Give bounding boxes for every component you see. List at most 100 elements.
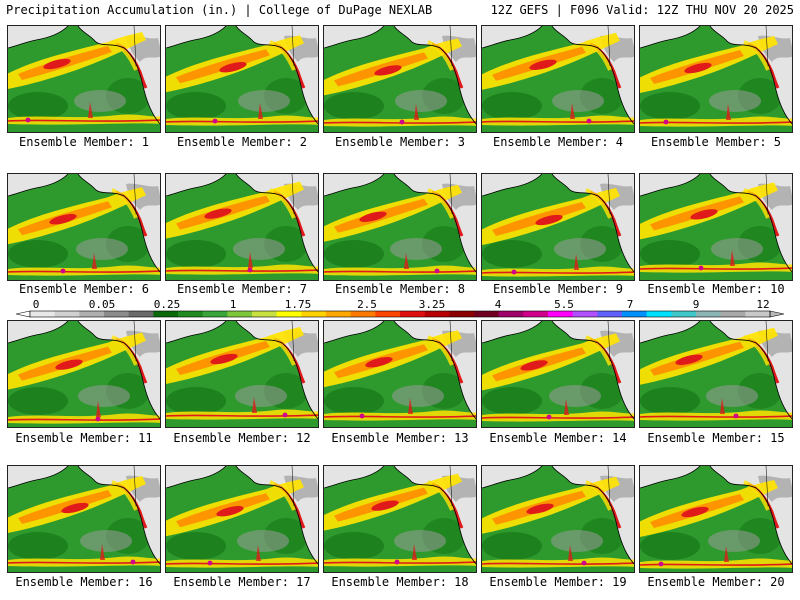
colorbar-segment [350, 311, 376, 317]
colorbar-segment [597, 311, 623, 317]
colorbar-segment [252, 311, 277, 317]
member-label: Ensemble Member: 8 [334, 282, 466, 296]
colorbar-segment [54, 311, 80, 317]
member-label: Ensemble Member: 14 [489, 431, 627, 445]
colorbar-tick-label: 9 [693, 298, 700, 311]
member-label: Ensemble Member: 5 [650, 135, 782, 149]
colorbar-tick-label: 2.5 [357, 298, 377, 311]
precip-map [324, 321, 476, 427]
ensemble-member-map [323, 173, 477, 281]
precip-map [482, 174, 634, 280]
colorbar-arrow-right [769, 310, 785, 318]
precip-map [166, 174, 318, 280]
member-label: Ensemble Member: 1 [18, 135, 150, 149]
ensemble-member-map [165, 173, 319, 281]
colorbar-segment [128, 311, 154, 317]
ensemble-member-map [7, 465, 161, 573]
precip-map [324, 466, 476, 572]
member-label: Ensemble Member: 17 [173, 575, 311, 589]
ensemble-member-map [7, 173, 161, 281]
precip-map [640, 26, 792, 132]
ensemble-member-map [165, 25, 319, 133]
member-label: Ensemble Member: 15 [647, 431, 785, 445]
member-label: Ensemble Member: 6 [18, 282, 150, 296]
member-label: Ensemble Member: 2 [176, 135, 308, 149]
colorbar-segment [227, 311, 253, 317]
precip-map [8, 321, 160, 427]
colorbar-tick-label: 0.05 [89, 298, 116, 311]
colorbar-segment [375, 311, 401, 317]
ensemble-member-map [165, 320, 319, 428]
member-label: Ensemble Member: 3 [334, 135, 466, 149]
colorbar-segment [153, 311, 179, 317]
member-label: Ensemble Member: 9 [492, 282, 624, 296]
ensemble-member-map [481, 173, 635, 281]
precip-map [640, 466, 792, 572]
colorbar-tick-label: 12 [756, 298, 769, 311]
member-label: Ensemble Member: 12 [173, 431, 311, 445]
colorbar-segment [202, 311, 228, 317]
member-label: Ensemble Member: 16 [15, 575, 153, 589]
colorbar-tick-label: 1.75 [285, 298, 312, 311]
precip-map [166, 26, 318, 132]
colorbar-tick-label: 7 [627, 298, 634, 311]
member-label: Ensemble Member: 19 [489, 575, 627, 589]
precip-map [640, 174, 792, 280]
ensemble-member-map [323, 465, 477, 573]
colorbar-segment [671, 311, 697, 317]
ensemble-member-map [639, 465, 793, 573]
colorbar-segment [400, 311, 425, 317]
member-label: Ensemble Member: 4 [492, 135, 624, 149]
ensemble-member-map [7, 25, 161, 133]
ensemble-member-map [639, 25, 793, 133]
ensemble-member-map [639, 173, 793, 281]
colorbar-segment [548, 311, 573, 317]
colorbar-arrow-left [15, 310, 31, 318]
ensemble-member-map [323, 25, 477, 133]
precip-map [324, 26, 476, 132]
colorbar-segment [745, 311, 771, 317]
colorbar-tick-label: 1 [230, 298, 237, 311]
colorbar-segment [696, 311, 721, 317]
precip-map [8, 174, 160, 280]
colorbar-segment [424, 311, 450, 317]
colorbar-tick-label: 5.5 [554, 298, 574, 311]
colorbar-tick-label: 0 [33, 298, 40, 311]
colorbar-segment [720, 311, 746, 317]
member-label: Ensemble Member: 20 [647, 575, 785, 589]
colorbar-segment [572, 311, 598, 317]
colorbar-segment [523, 311, 549, 317]
colorbar-segment [622, 311, 647, 317]
precip-map [640, 321, 792, 427]
colorbar-segment [646, 311, 672, 317]
member-label: Ensemble Member: 10 [647, 282, 785, 296]
precip-colorbar: 0 0.05 0.25 1 1.75 2.5 3.25 4 5.5 7 9 12 [15, 298, 785, 318]
colorbar-tick-label: 3.25 [419, 298, 446, 311]
member-label: Ensemble Member: 13 [331, 431, 469, 445]
colorbar-segment [79, 311, 105, 317]
colorbar-segment [276, 311, 302, 317]
colorbar-segment [104, 311, 129, 317]
precip-map [166, 466, 318, 572]
ensemble-member-map [639, 320, 793, 428]
colorbar-tick-label: 0.25 [154, 298, 181, 311]
precip-map [8, 26, 160, 132]
precip-map [8, 466, 160, 572]
precip-map [482, 466, 634, 572]
colorbar-segment [498, 311, 524, 317]
ensemble-member-map [323, 320, 477, 428]
map-title: Precipitation Accumulation (in.) | Colle… [6, 3, 433, 17]
member-label: Ensemble Member: 11 [15, 431, 153, 445]
colorbar-segment [301, 311, 327, 317]
ensemble-member-map [481, 320, 635, 428]
precip-map [166, 321, 318, 427]
ensemble-member-map [7, 320, 161, 428]
run-info: 12Z GEFS | F096 Valid: 12Z THU NOV 20 20… [490, 3, 794, 17]
ensemble-member-map [481, 25, 635, 133]
member-label: Ensemble Member: 18 [331, 575, 469, 589]
colorbar-segment [326, 311, 351, 317]
precip-map [482, 321, 634, 427]
precip-map [324, 174, 476, 280]
member-label: Ensemble Member: 7 [176, 282, 308, 296]
ensemble-member-map [481, 465, 635, 573]
